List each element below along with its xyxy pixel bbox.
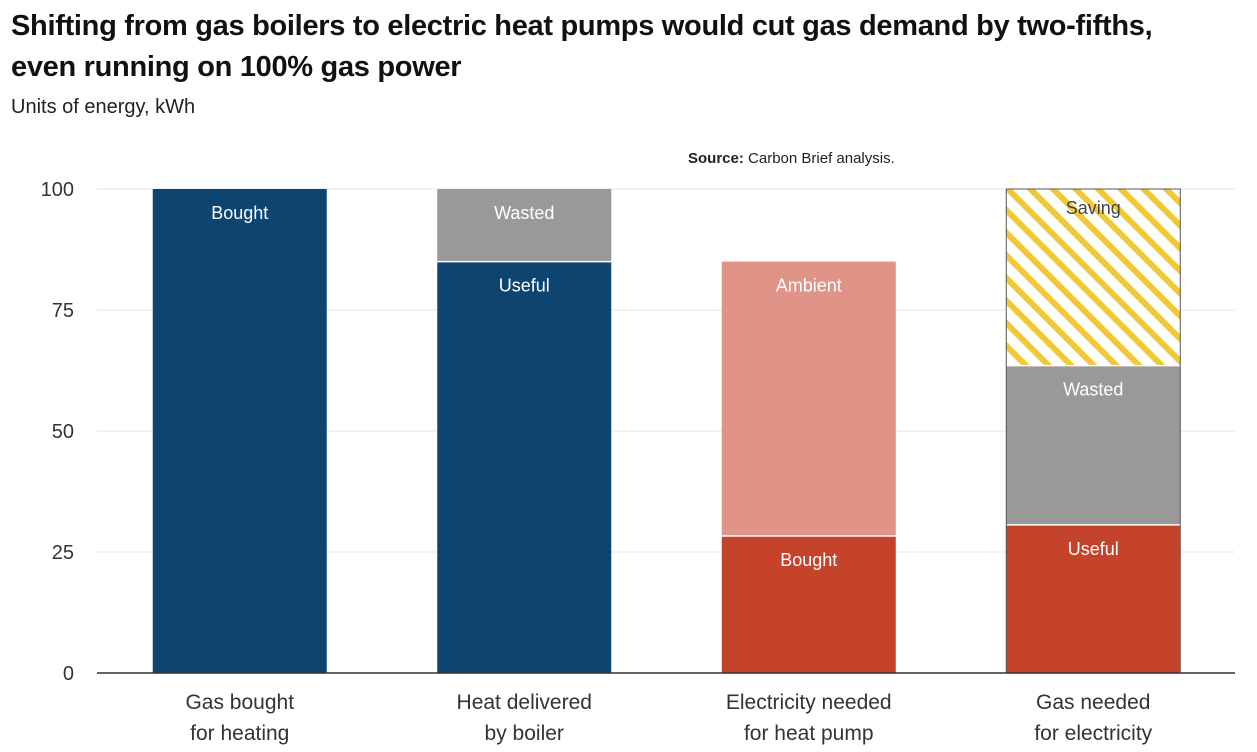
chart-title: Shifting from gas boilers to electric he… bbox=[11, 10, 1153, 83]
segment-label: Saving bbox=[1066, 198, 1121, 218]
segment-label: Wasted bbox=[1063, 380, 1123, 400]
y-tick-label: 0 bbox=[63, 663, 74, 685]
y-tick-label: 100 bbox=[41, 179, 74, 201]
segment-label: Useful bbox=[1068, 539, 1119, 559]
bar-segment-wasted bbox=[1006, 365, 1181, 525]
x-category-label: Heat delivered bbox=[457, 691, 592, 714]
source-note: Source: Carbon Brief analysis. bbox=[688, 150, 895, 167]
bar-segment-ambient bbox=[721, 261, 896, 537]
x-category-label: Gas needed bbox=[1036, 691, 1150, 714]
x-category-label: for electricity bbox=[1034, 722, 1152, 745]
bars: Bought Useful Wasted Bought Ambient Useful Was… bbox=[152, 188, 1181, 674]
bar-segment-bought bbox=[152, 189, 327, 673]
y-tick-label: 25 bbox=[52, 542, 74, 564]
segment-label: Bought bbox=[780, 550, 837, 570]
bar-segment-bought bbox=[721, 536, 896, 673]
segment-label: Useful bbox=[499, 276, 550, 296]
x-category-label: by boiler bbox=[485, 722, 564, 745]
x-category-label: Gas bought bbox=[185, 691, 294, 714]
x-category-label: for heat pump bbox=[744, 722, 874, 745]
bar-segment-useful bbox=[1006, 524, 1181, 673]
x-category-label: for heating bbox=[190, 722, 289, 745]
y-tick-label: 50 bbox=[52, 421, 74, 443]
source-label: Source: bbox=[688, 150, 744, 167]
y-tick-label: 75 bbox=[52, 300, 74, 322]
chart-subtitle: Units of energy, kWh bbox=[11, 96, 196, 118]
segment-label: Wasted bbox=[494, 203, 554, 223]
source-text: Carbon Brief analysis. bbox=[748, 150, 895, 167]
bar-segment-saving bbox=[1006, 189, 1181, 366]
x-category-label: Electricity needed bbox=[726, 691, 892, 714]
bar-segment-wasted bbox=[437, 189, 612, 262]
y-axis: 0 25 50 75 100 bbox=[41, 179, 74, 685]
segment-label: Bought bbox=[211, 203, 268, 223]
segment-label: Ambient bbox=[776, 276, 842, 296]
bar-segment-useful bbox=[437, 261, 612, 673]
x-axis: Gas bought for heating Heat delivered by bo… bbox=[97, 672, 1235, 745]
